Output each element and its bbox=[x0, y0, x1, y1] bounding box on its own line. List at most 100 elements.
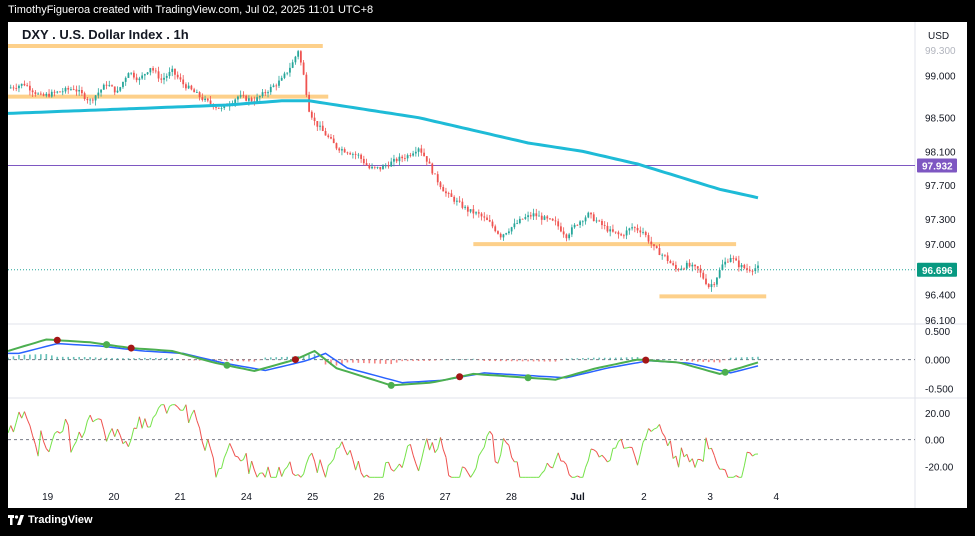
candle bbox=[28, 80, 31, 96]
oscillator-segment bbox=[711, 448, 715, 456]
candle-body bbox=[330, 137, 332, 139]
candle bbox=[406, 153, 409, 162]
macd-histogram-bar bbox=[740, 357, 743, 360]
macd-histogram-bar bbox=[603, 357, 606, 360]
candle bbox=[560, 222, 562, 233]
macd-histogram-bar bbox=[346, 359, 349, 363]
macd-histogram-bar bbox=[428, 359, 431, 361]
candle-body bbox=[360, 154, 363, 159]
oscillator-segment bbox=[511, 457, 515, 463]
oscillator-segment bbox=[735, 475, 740, 478]
macd-histogram-bar bbox=[335, 359, 338, 366]
candle bbox=[371, 163, 373, 170]
candle-body bbox=[677, 269, 680, 270]
oscillator-segment bbox=[675, 455, 680, 468]
macd-histogram-bar bbox=[7, 357, 9, 360]
candle-body bbox=[37, 93, 40, 95]
macd-histogram-bar bbox=[319, 359, 321, 360]
candle-body bbox=[382, 165, 384, 170]
candle-body bbox=[420, 148, 423, 153]
candle-body bbox=[70, 89, 72, 90]
macd-histogram-bar bbox=[198, 359, 201, 361]
candle bbox=[439, 180, 442, 190]
oscillator-segment bbox=[119, 435, 124, 444]
candle bbox=[726, 258, 729, 263]
oscillator-segment bbox=[242, 452, 247, 460]
candle bbox=[45, 92, 48, 98]
oscillator-segment bbox=[489, 430, 493, 436]
chart-svg[interactable]: DXY . U.S. Dollar Index . 1h USD 99.0009… bbox=[7, 22, 967, 508]
candle bbox=[242, 91, 245, 98]
candle bbox=[757, 261, 759, 273]
macd-histogram-bar bbox=[532, 359, 535, 362]
candle-body bbox=[516, 223, 519, 224]
horizontal-line-label-text: 97.932 bbox=[922, 162, 953, 173]
oscillator-segment bbox=[672, 455, 677, 459]
candle-body bbox=[412, 153, 415, 156]
macd-histogram-bar bbox=[357, 359, 360, 363]
candle bbox=[289, 62, 291, 77]
macd-histogram-bar bbox=[417, 359, 420, 361]
oscillator-segment bbox=[664, 436, 669, 447]
candle bbox=[141, 72, 144, 80]
oscillator-segment bbox=[412, 454, 417, 464]
candle-body bbox=[466, 206, 469, 212]
candle bbox=[338, 147, 341, 153]
candle-body bbox=[242, 95, 245, 97]
candle-body bbox=[639, 230, 642, 233]
oscillator-segment bbox=[722, 468, 726, 471]
candle bbox=[160, 73, 163, 84]
oscillator-segment bbox=[678, 447, 682, 468]
oscillator-segment bbox=[54, 431, 58, 435]
candle-body bbox=[398, 156, 401, 162]
candle-body bbox=[250, 98, 253, 102]
candle-body bbox=[748, 269, 751, 271]
macd-tick-1: 0.500 bbox=[925, 327, 950, 338]
candle bbox=[546, 214, 549, 222]
chart-area[interactable]: DXY . U.S. Dollar Index . 1h USD 99.000 9… bbox=[7, 22, 967, 508]
candle bbox=[494, 224, 497, 233]
oscillator-segment bbox=[166, 406, 170, 414]
candle-body bbox=[247, 98, 250, 101]
candle-body bbox=[655, 246, 658, 249]
candle bbox=[182, 75, 185, 88]
candle bbox=[384, 163, 387, 169]
macd-histogram-bar bbox=[691, 359, 694, 362]
macd-histogram-bar bbox=[384, 359, 387, 364]
candle-body bbox=[48, 93, 50, 97]
macd-histogram-bar bbox=[67, 356, 70, 360]
candle bbox=[152, 66, 154, 74]
macd-histogram-bar bbox=[625, 357, 628, 360]
oscillator-segment bbox=[226, 443, 231, 452]
macd-histogram-bar bbox=[34, 354, 37, 360]
candle bbox=[294, 55, 297, 65]
candle-body bbox=[119, 87, 122, 91]
candle-body bbox=[680, 268, 683, 270]
candle-body bbox=[275, 85, 278, 87]
macd-histogram-bar bbox=[176, 359, 179, 360]
oscillator-segment bbox=[86, 414, 91, 422]
candle bbox=[97, 88, 100, 99]
macd-histogram-bar bbox=[467, 358, 469, 360]
candle-body bbox=[59, 91, 61, 93]
oscillator-segment bbox=[669, 440, 674, 459]
oscillator-segment bbox=[344, 448, 348, 456]
oscillator-segment bbox=[297, 474, 302, 478]
oscillator-segment bbox=[705, 437, 710, 450]
macd-histogram-bar bbox=[242, 359, 245, 362]
macd-histogram-bar bbox=[269, 357, 272, 360]
oscillator-segment bbox=[650, 428, 655, 432]
candle-body bbox=[234, 99, 237, 104]
candle-body bbox=[313, 117, 316, 122]
candle bbox=[91, 97, 94, 104]
candle-body bbox=[343, 149, 346, 153]
oscillator-segment bbox=[26, 418, 31, 426]
oscillator-segment bbox=[407, 443, 411, 447]
candle bbox=[538, 210, 540, 217]
candle bbox=[617, 230, 620, 239]
oscillator-segment bbox=[494, 461, 499, 464]
oscillator-segment bbox=[508, 445, 513, 458]
candle bbox=[34, 90, 37, 97]
candle bbox=[50, 89, 53, 98]
oscillator-segment bbox=[253, 469, 258, 478]
